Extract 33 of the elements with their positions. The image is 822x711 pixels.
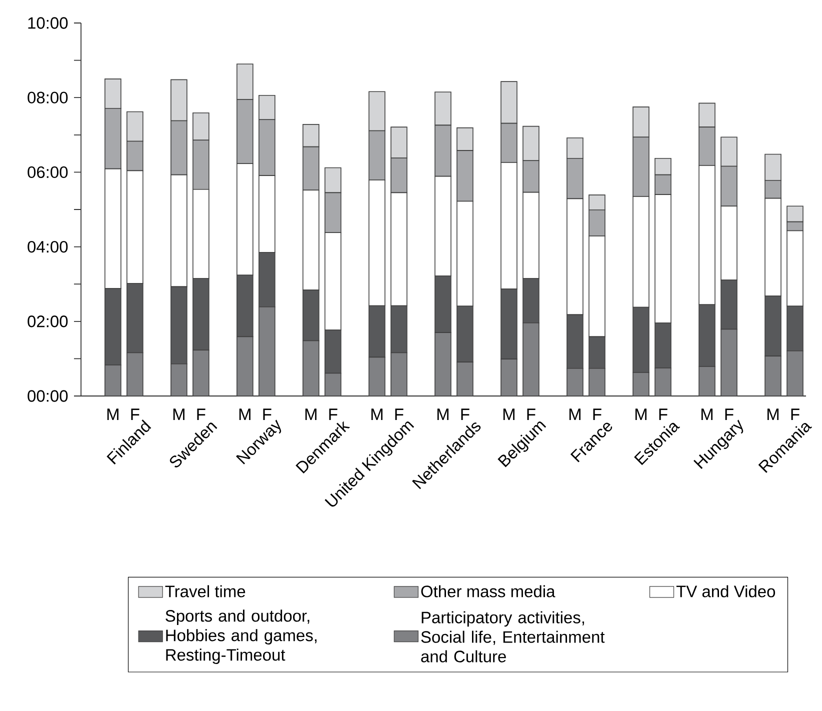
y-tick-label: 02:00: [28, 316, 68, 328]
x-tick-label: M: [701, 408, 713, 420]
y-tick-label: 04:00: [28, 240, 68, 253]
x-tick-label: M: [173, 408, 184, 420]
x-tick-label: F: [725, 408, 734, 420]
x-tick-label: F: [791, 408, 800, 420]
y-tick-label: 08:00: [28, 92, 68, 104]
y-tick-label: 00:00: [28, 390, 68, 402]
x-tick-label: F: [395, 408, 404, 420]
x-tick-label: F: [593, 408, 602, 420]
x-tick-label: M: [371, 408, 382, 420]
x-tick-label: M: [239, 408, 250, 420]
x-tick-label: F: [263, 408, 272, 420]
x-tick-label: F: [131, 408, 140, 420]
x-tick-label: M: [437, 408, 448, 420]
legend-label: Participatory activities, Social life, Entertainment and Culture: [421, 611, 605, 662]
legend-label: TV and Video: [676, 585, 776, 598]
x-tick-label: F: [527, 408, 536, 420]
y-tick-label: 10:00: [28, 17, 68, 29]
x-tick-label: F: [329, 408, 338, 420]
x-tick-label: M: [305, 408, 316, 420]
x-tick-label: M: [503, 408, 514, 420]
x-tick-label: M: [107, 408, 118, 420]
x-tick-label: F: [197, 408, 206, 420]
x-tick-label: M: [767, 408, 779, 420]
legend-label: Other mass media: [421, 585, 556, 598]
legend-label: Sports and outdoor, Hobbies and games, Resting-Timeout: [166, 610, 317, 664]
x-tick-label: M: [569, 408, 580, 420]
legend-label: Travel time: [165, 585, 246, 598]
x-tick-label: M: [635, 408, 646, 420]
x-tick-label: F: [461, 408, 470, 420]
y-tick-label: 06:00: [28, 166, 68, 178]
x-tick-label: F: [659, 408, 668, 420]
